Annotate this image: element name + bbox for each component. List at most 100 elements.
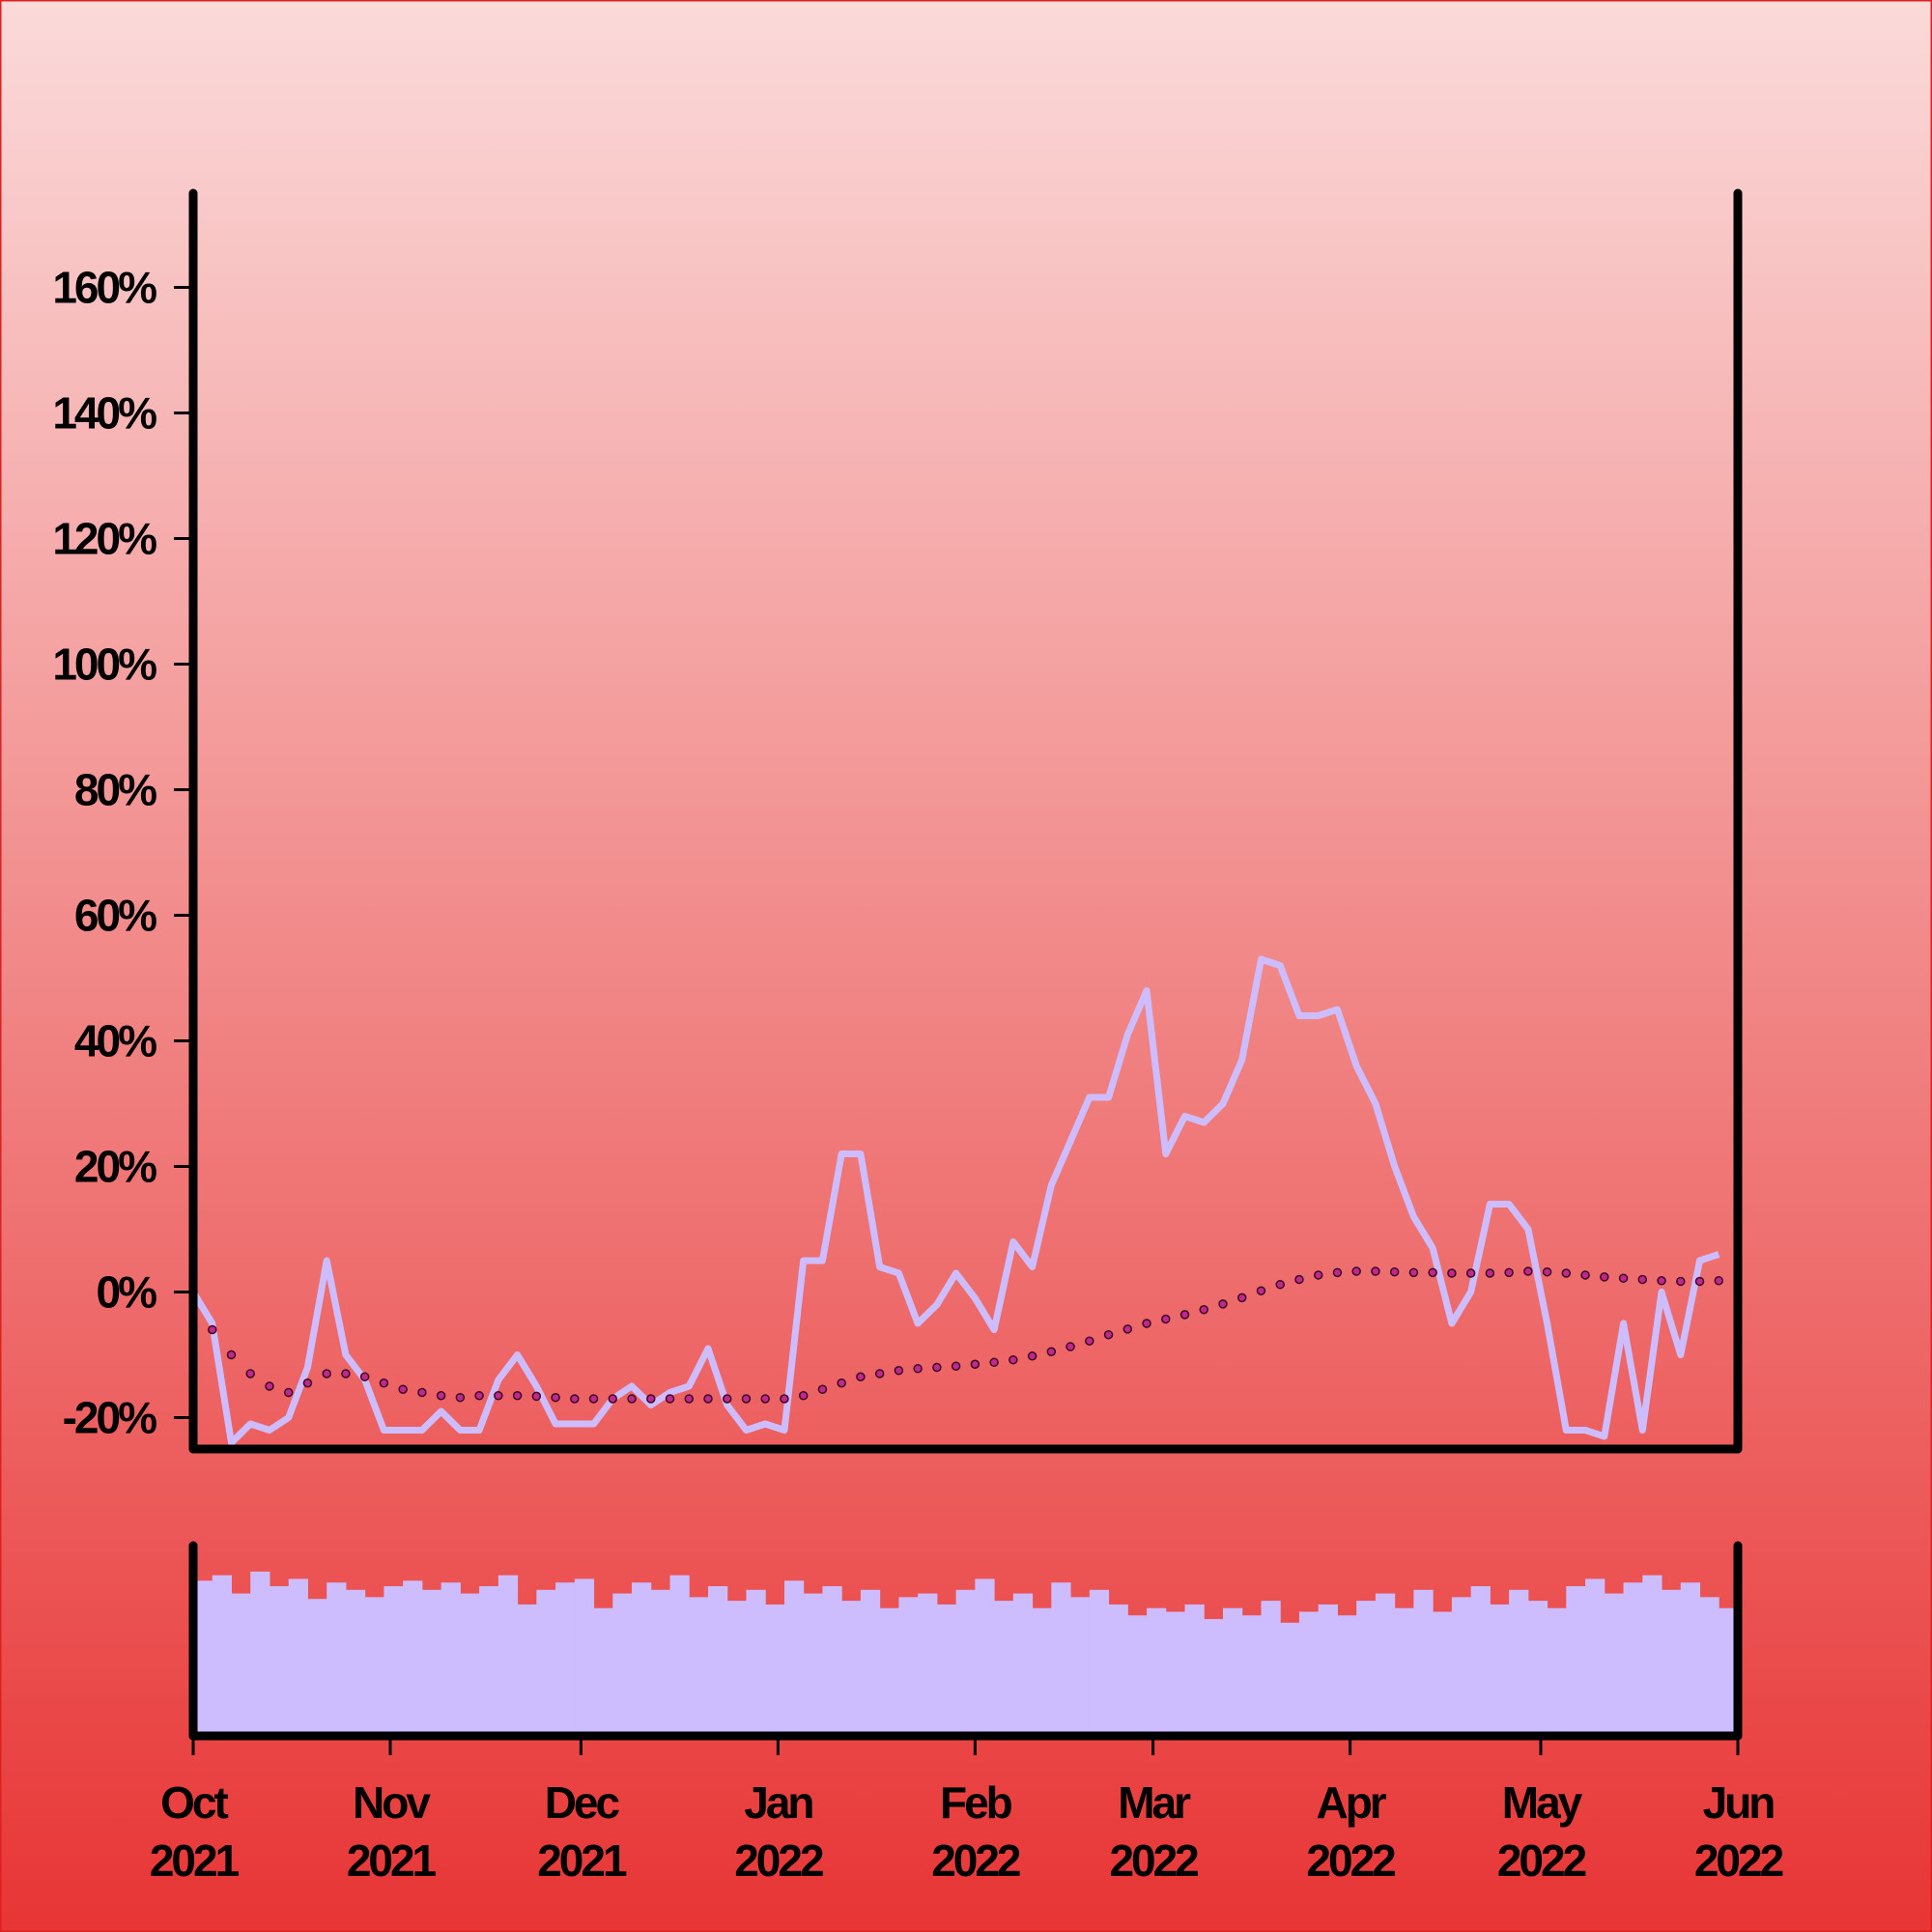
volume-bar (765, 1604, 785, 1736)
x-tick-label-line: Dec (545, 1777, 620, 1828)
volume-bar (1241, 1615, 1262, 1736)
trend-dot (1657, 1276, 1666, 1286)
x-tick-label-line: 2022 (1497, 1835, 1586, 1886)
trend-dot (226, 1350, 237, 1360)
trend-dot (646, 1394, 656, 1404)
trend-dot (1694, 1276, 1705, 1287)
volume-panel (193, 1571, 1739, 1736)
trend-dot (1027, 1351, 1037, 1361)
x-tick-label-line: Oct (160, 1777, 228, 1828)
volume-bar (1566, 1586, 1586, 1736)
volume-bar (1184, 1604, 1205, 1736)
volume-bar (1108, 1604, 1128, 1736)
trend-dot (379, 1378, 389, 1388)
volume-bar (288, 1578, 308, 1736)
x-tick-label-line: Jan (744, 1777, 812, 1828)
trend-dot (970, 1359, 980, 1369)
trend-dot (1485, 1268, 1495, 1278)
trend-dot (1637, 1274, 1648, 1285)
volume-bar (726, 1601, 747, 1736)
trend-dot (1580, 1270, 1590, 1280)
volume-bar (1223, 1607, 1243, 1736)
volume-bar (669, 1575, 690, 1736)
trend-dot (1465, 1268, 1476, 1278)
volume-bar (632, 1582, 652, 1736)
x-tick-label: Nov 2021 (347, 1777, 437, 1886)
x-tick-label: Apr 2022 (1306, 1777, 1395, 1886)
volume-bar (822, 1586, 842, 1736)
volume-bar (345, 1589, 366, 1736)
trend-dot (1218, 1299, 1228, 1309)
volume-bar (1280, 1622, 1300, 1736)
volume-bar (1147, 1607, 1167, 1736)
y-tick-label: 160% (52, 263, 156, 313)
trend-dot (494, 1391, 503, 1401)
trend-dot (684, 1394, 695, 1404)
trend-dot (1676, 1276, 1686, 1287)
trend-dot (1371, 1266, 1380, 1276)
trend-dot (913, 1364, 923, 1374)
trend-dot (207, 1324, 217, 1335)
volume-bar (1394, 1607, 1414, 1736)
x-tick-label: Jun 2022 (1694, 1777, 1783, 1886)
y-tick-label: -20% (63, 1393, 156, 1443)
trend-dot (1313, 1270, 1323, 1280)
volume-bar (1509, 1589, 1529, 1736)
trend-dot (265, 1381, 274, 1391)
trend-dot (551, 1392, 560, 1403)
trend-dot (455, 1392, 466, 1403)
trend-dot (1085, 1336, 1094, 1346)
volume-bar (994, 1601, 1014, 1736)
trend-dot (1561, 1268, 1572, 1278)
trend-dot (1332, 1267, 1343, 1278)
trend-dot (1236, 1293, 1247, 1303)
volume-bar (650, 1589, 671, 1736)
trend-dot (245, 1369, 255, 1378)
volume-bar (307, 1599, 327, 1736)
x-tick-label: Mar 2022 (1109, 1777, 1198, 1886)
volume-bar (1089, 1589, 1110, 1736)
trend-dot (512, 1391, 523, 1401)
volume-bar (1680, 1582, 1701, 1736)
y-tick-label: 40% (74, 1016, 156, 1066)
volume-bar (689, 1597, 709, 1736)
trend-dot (1618, 1273, 1629, 1283)
trend-dot (1161, 1314, 1171, 1324)
volume-bar (403, 1580, 423, 1736)
volume-bar (1356, 1601, 1377, 1736)
volume-bar (1604, 1593, 1625, 1736)
volume-bar (1490, 1604, 1510, 1736)
trend-dot (1199, 1304, 1209, 1315)
trend-dot (837, 1378, 846, 1388)
trend-dot (1504, 1267, 1514, 1278)
trend-dot (1065, 1342, 1075, 1351)
volume-bar (250, 1571, 270, 1736)
trend-dot (932, 1362, 942, 1373)
volume-bar (479, 1586, 499, 1736)
volume-bar (384, 1586, 404, 1736)
volume-bar (517, 1604, 537, 1736)
trend-dot (1256, 1286, 1266, 1295)
x-tick-label: Oct 2021 (150, 1777, 240, 1886)
trend-dot (1428, 1267, 1437, 1278)
volume-bar (364, 1597, 384, 1736)
trend-dot (627, 1394, 637, 1404)
trend-dot (760, 1394, 770, 1404)
x-tick-label-line: 2021 (347, 1835, 437, 1886)
y-tick-label: 20% (74, 1142, 156, 1192)
volume-bar (460, 1593, 480, 1736)
volume-bar (1433, 1611, 1453, 1736)
trend-dot (436, 1391, 446, 1401)
trend-dot (989, 1357, 999, 1368)
trend-dot (1122, 1324, 1133, 1334)
trend-dot (1275, 1279, 1285, 1290)
volume-bar (860, 1589, 881, 1736)
volume-bar (1585, 1578, 1605, 1736)
x-tick-label-line: 2022 (734, 1835, 823, 1886)
volume-bar (1642, 1575, 1662, 1736)
volume-bar (1375, 1593, 1396, 1736)
y-tick-label: 80% (74, 765, 156, 815)
trend-dot (1046, 1347, 1057, 1356)
trend-dot (302, 1378, 313, 1388)
trend-dot (856, 1372, 866, 1381)
